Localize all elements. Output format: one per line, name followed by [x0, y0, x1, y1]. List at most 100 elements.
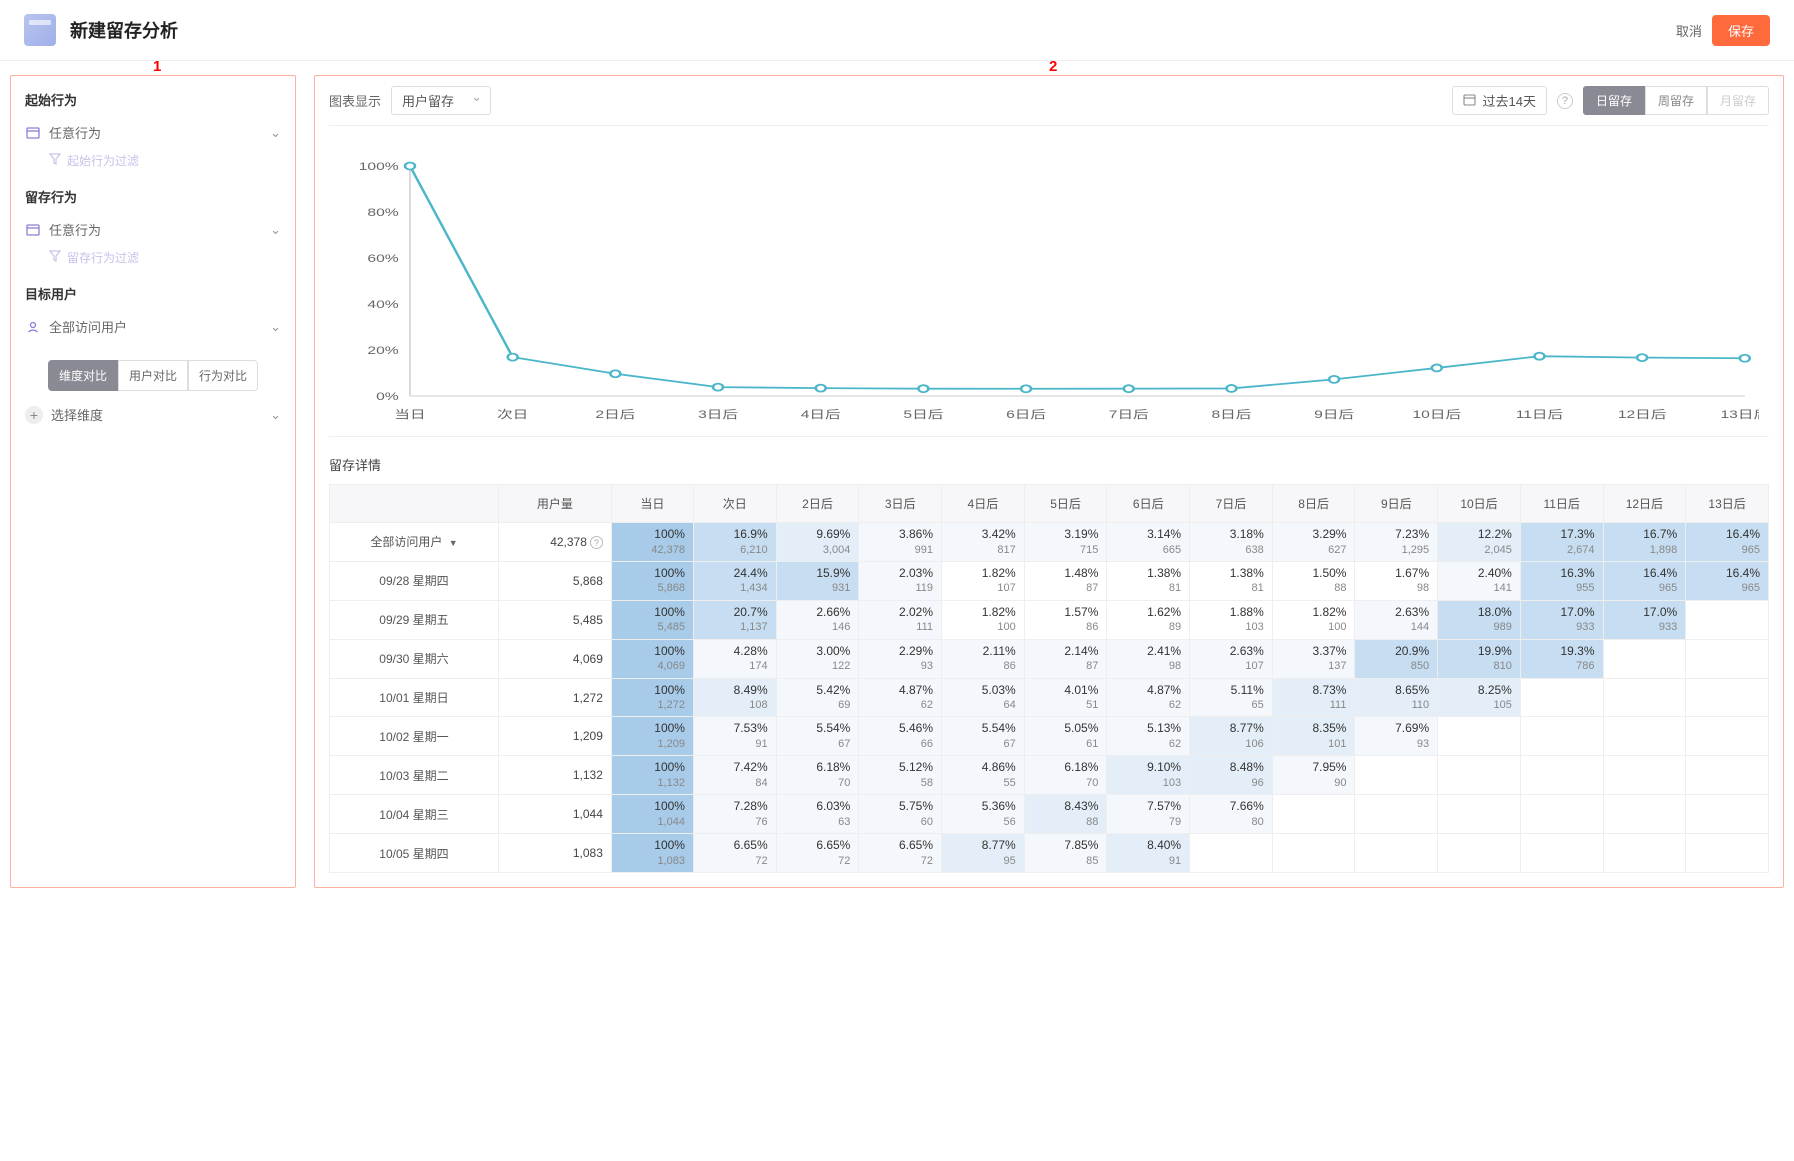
retention-cell[interactable]: 2.63%107 [1190, 639, 1273, 678]
retention-cell[interactable]: 3.19%715 [1024, 523, 1107, 562]
retention-cell[interactable]: 7.53%91 [693, 717, 776, 756]
retain-filter-link[interactable]: 留存行为过滤 [49, 249, 281, 266]
retention-cell[interactable]: 3.14%665 [1107, 523, 1190, 562]
retention-cell[interactable]: 2.03%119 [859, 561, 942, 600]
retention-cell[interactable]: 1.38%81 [1190, 561, 1273, 600]
retention-cell[interactable]: 100%4,069 [611, 639, 693, 678]
retention-cell[interactable]: 4.87%62 [1107, 678, 1190, 717]
retention-cell[interactable]: 16.4%965 [1603, 561, 1686, 600]
retention-cell[interactable]: 19.3%786 [1520, 639, 1603, 678]
retention-cell[interactable]: 3.42%817 [942, 523, 1025, 562]
retention-cell[interactable]: 16.7%1,898 [1603, 523, 1686, 562]
retention-cell[interactable]: 16.9%6,210 [693, 523, 776, 562]
retention-cell[interactable]: 24.4%1,434 [693, 561, 776, 600]
retention-cell[interactable]: 4.28%174 [693, 639, 776, 678]
compare-tab[interactable]: 维度对比 [48, 360, 118, 391]
retention-cell[interactable]: 5.54%67 [776, 717, 859, 756]
retention-cell[interactable]: 3.18%638 [1190, 523, 1273, 562]
retention-cell[interactable]: 12.2%2,045 [1438, 523, 1521, 562]
retention-cell[interactable]: 8.48%96 [1190, 756, 1273, 795]
retention-cell[interactable]: 1.50%88 [1272, 561, 1355, 600]
retention-cell[interactable]: 6.65%72 [693, 834, 776, 873]
retention-cell[interactable]: 16.4%965 [1686, 561, 1769, 600]
help-icon[interactable]: ? [1557, 93, 1573, 109]
retention-cell[interactable]: 1.82%100 [1272, 600, 1355, 639]
retention-cell[interactable]: 16.3%955 [1520, 561, 1603, 600]
retention-cell[interactable]: 2.40%141 [1438, 561, 1521, 600]
retention-cell[interactable]: 5.13%62 [1107, 717, 1190, 756]
retention-cell[interactable]: 5.05%61 [1024, 717, 1107, 756]
retention-cell[interactable]: 100%1,209 [611, 717, 693, 756]
date-range-picker[interactable]: 过去14天 [1452, 86, 1546, 115]
retention-cell[interactable]: 2.02%111 [859, 600, 942, 639]
retention-cell[interactable]: 5.36%56 [942, 795, 1025, 834]
retention-cell[interactable]: 1.62%89 [1107, 600, 1190, 639]
retention-cell[interactable]: 6.03%63 [776, 795, 859, 834]
retain-behavior-select[interactable]: 任意行为 ⌄ [25, 216, 281, 243]
retention-cell[interactable]: 19.9%810 [1438, 639, 1521, 678]
chart-type-select[interactable]: 用户留存 [391, 86, 491, 115]
retention-cell[interactable]: 20.7%1,137 [693, 600, 776, 639]
retention-cell[interactable]: 1.38%81 [1107, 561, 1190, 600]
target-user-select[interactable]: 全部访问用户 ⌄ [25, 313, 281, 340]
retention-cell[interactable]: 4.01%51 [1024, 678, 1107, 717]
retention-cell[interactable]: 9.10%103 [1107, 756, 1190, 795]
retention-cell[interactable]: 9.69%3,004 [776, 523, 859, 562]
retention-cell[interactable]: 5.11%65 [1190, 678, 1273, 717]
retention-cell[interactable]: 1.57%86 [1024, 600, 1107, 639]
retention-cell[interactable]: 18.0%989 [1438, 600, 1521, 639]
retention-cell[interactable]: 2.63%144 [1355, 600, 1438, 639]
retention-cell[interactable]: 7.28%76 [693, 795, 776, 834]
retention-cell[interactable]: 1.67%98 [1355, 561, 1438, 600]
retention-cell[interactable]: 8.25%105 [1438, 678, 1521, 717]
compare-tab[interactable]: 用户对比 [118, 360, 188, 391]
retention-cell[interactable]: 100%1,272 [611, 678, 693, 717]
retention-cell[interactable]: 5.12%58 [859, 756, 942, 795]
retention-cell[interactable]: 100%1,083 [611, 834, 693, 873]
compare-tab[interactable]: 行为对比 [188, 360, 258, 391]
retention-cell[interactable]: 100%42,378 [611, 523, 693, 562]
retention-cell[interactable]: 7.57%79 [1107, 795, 1190, 834]
retention-cell[interactable]: 7.66%80 [1190, 795, 1273, 834]
retention-cell[interactable]: 5.54%67 [942, 717, 1025, 756]
cancel-button[interactable]: 取消 [1676, 21, 1702, 40]
retention-cell[interactable]: 2.41%98 [1107, 639, 1190, 678]
retention-cell[interactable]: 7.85%85 [1024, 834, 1107, 873]
retention-cell[interactable]: 2.66%146 [776, 600, 859, 639]
retention-cell[interactable]: 1.88%103 [1190, 600, 1273, 639]
retention-cell[interactable]: 16.4%965 [1686, 523, 1769, 562]
retention-cell[interactable]: 2.11%86 [942, 639, 1025, 678]
granularity-tab[interactable]: 日留存 [1583, 86, 1645, 115]
retention-cell[interactable]: 8.65%110 [1355, 678, 1438, 717]
retention-cell[interactable]: 7.23%1,295 [1355, 523, 1438, 562]
granularity-tab[interactable]: 周留存 [1645, 86, 1707, 115]
retention-cell[interactable]: 2.14%87 [1024, 639, 1107, 678]
retention-cell[interactable]: 3.37%137 [1272, 639, 1355, 678]
retention-cell[interactable]: 5.46%66 [859, 717, 942, 756]
retention-cell[interactable]: 8.43%88 [1024, 795, 1107, 834]
retention-cell[interactable]: 8.49%108 [693, 678, 776, 717]
retention-cell[interactable]: 8.77%106 [1190, 717, 1273, 756]
retention-cell[interactable]: 1.48%87 [1024, 561, 1107, 600]
retention-cell[interactable]: 20.9%850 [1355, 639, 1438, 678]
retention-cell[interactable]: 17.0%933 [1520, 600, 1603, 639]
retention-cell[interactable]: 7.42%84 [693, 756, 776, 795]
retention-cell[interactable]: 17.3%2,674 [1520, 523, 1603, 562]
retention-cell[interactable]: 1.82%100 [942, 600, 1025, 639]
retention-cell[interactable]: 3.29%627 [1272, 523, 1355, 562]
retention-cell[interactable]: 15.9%931 [776, 561, 859, 600]
retention-cell[interactable]: 4.86%55 [942, 756, 1025, 795]
granularity-tab[interactable]: 月留存 [1707, 86, 1769, 115]
retention-cell[interactable]: 7.95%90 [1272, 756, 1355, 795]
retention-cell[interactable]: 5.75%60 [859, 795, 942, 834]
retention-cell[interactable]: 8.40%91 [1107, 834, 1190, 873]
retention-cell[interactable]: 4.87%62 [859, 678, 942, 717]
start-behavior-select[interactable]: 任意行为 ⌄ [25, 119, 281, 146]
retention-cell[interactable]: 6.65%72 [776, 834, 859, 873]
retention-cell[interactable]: 100%5,485 [611, 600, 693, 639]
retention-cell[interactable]: 6.65%72 [859, 834, 942, 873]
retention-cell[interactable]: 8.77%95 [942, 834, 1025, 873]
retention-cell[interactable]: 3.86%991 [859, 523, 942, 562]
retention-cell[interactable]: 5.42%69 [776, 678, 859, 717]
retention-cell[interactable]: 8.73%111 [1272, 678, 1355, 717]
